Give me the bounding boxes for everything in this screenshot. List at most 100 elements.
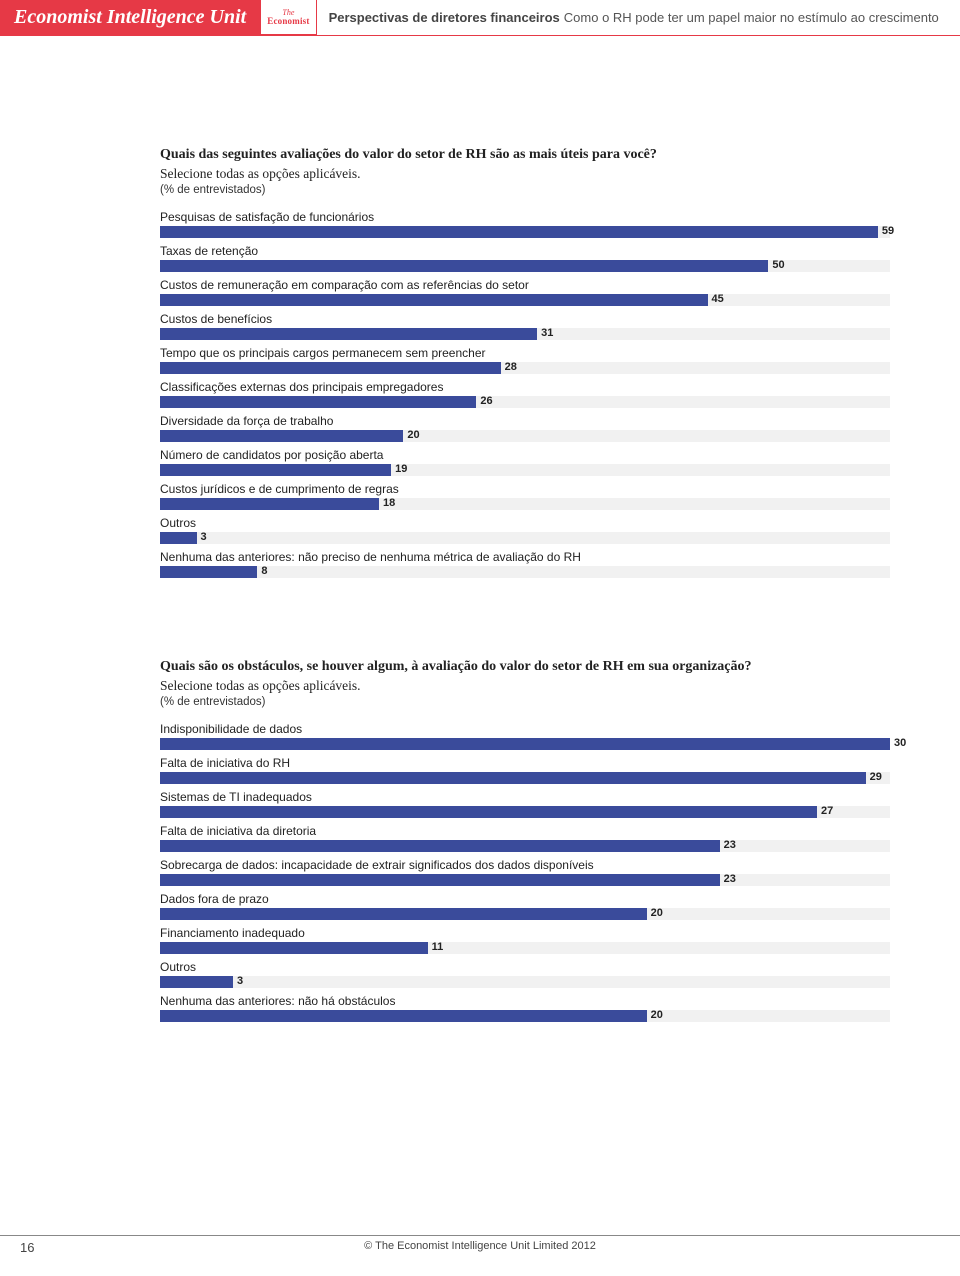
bar-track: 26 — [160, 396, 890, 408]
bar-value: 23 — [724, 839, 736, 851]
footer-copyright: © The Economist Intelligence Unit Limite… — [0, 1240, 960, 1252]
bar-fill — [160, 806, 817, 818]
bar-label: Sobrecarga de dados: incapacidade de ext… — [160, 858, 890, 872]
bar-track: 20 — [160, 430, 890, 442]
bar-row: Classificações externas dos principais e… — [160, 380, 890, 408]
chart-2-title: Quais são os obstáculos, se houver algum… — [160, 658, 890, 676]
bar-row: Falta de iniciativa do RH29 — [160, 756, 890, 784]
bar-value: 3 — [237, 975, 243, 987]
bar-label: Classificações externas dos principais e… — [160, 380, 890, 394]
bar-fill — [160, 908, 647, 920]
bar-track: 8 — [160, 566, 890, 578]
bar-row: Nenhuma das anteriores: não há obstáculo… — [160, 994, 890, 1022]
bar-row: Indisponibilidade de dados 30 — [160, 722, 890, 750]
bar-label: Falta de iniciativa do RH — [160, 756, 890, 770]
bar-fill — [160, 772, 866, 784]
bar-track: 23 — [160, 874, 890, 886]
bar-track: 3 — [160, 976, 890, 988]
bar-value: 26 — [480, 395, 492, 407]
bar-track: 11 — [160, 942, 890, 954]
eiu-brand: Economist Intelligence Unit — [0, 0, 260, 35]
bar-value: 50 — [772, 259, 784, 271]
bar-track: 27 — [160, 806, 890, 818]
bar-label: Custos de benefícios — [160, 312, 890, 326]
page-header: Economist Intelligence Unit The Economis… — [0, 0, 960, 36]
bar-label: Outros — [160, 960, 890, 974]
chart-2: Quais são os obstáculos, se houver algum… — [160, 658, 890, 1022]
bar-row: Financiamento inadequado11 — [160, 926, 890, 954]
bar-track: 30 — [160, 738, 890, 750]
bar-track: 23 — [160, 840, 890, 852]
page-number: 16 — [20, 1240, 34, 1255]
bar-track: 31 — [160, 328, 890, 340]
bar-value: 27 — [821, 805, 833, 817]
bar-value: 29 — [870, 771, 882, 783]
bar-label: Outros — [160, 516, 890, 530]
bar-value: 30 — [894, 737, 906, 749]
bar-label: Financiamento inadequado — [160, 926, 890, 940]
bar-track: 19 — [160, 464, 890, 476]
header-title-rest: Como o RH pode ter um papel maior no est… — [564, 10, 939, 25]
bar-row: Falta de iniciativa da diretoria23 — [160, 824, 890, 852]
bar-fill — [160, 464, 391, 476]
bar-fill — [160, 328, 537, 340]
chart-2-subtitle: Selecione todas as opções aplicáveis. — [160, 678, 890, 694]
bar-row: Sobrecarga de dados: incapacidade de ext… — [160, 858, 890, 886]
bar-label: Pesquisas de satisfação de funcionários — [160, 210, 890, 224]
bar-label: Nenhuma das anteriores: não preciso de n… — [160, 550, 890, 564]
bar-value: 20 — [651, 1009, 663, 1021]
bar-track: 3 — [160, 532, 890, 544]
bar-fill — [160, 430, 403, 442]
bar-value: 19 — [395, 463, 407, 475]
bar-row: Outros 3 — [160, 516, 890, 544]
page-footer: 16 © The Economist Intelligence Unit Lim… — [0, 1235, 960, 1252]
bar-track: 59 — [160, 226, 890, 238]
chart-1-bars: Pesquisas de satisfação de funcionários 5… — [160, 210, 890, 578]
bar-row: Nenhuma das anteriores: não preciso de n… — [160, 550, 890, 578]
bar-label: Diversidade da força de trabalho — [160, 414, 890, 428]
chart-2-bars: Indisponibilidade de dados 30 Falta de ini… — [160, 722, 890, 1022]
chart-1: Quais das seguintes avaliações do valor … — [160, 146, 890, 578]
bar-fill — [160, 1010, 647, 1022]
bar-label: Taxas de retenção — [160, 244, 890, 258]
bar-fill — [160, 362, 501, 374]
bar-fill — [160, 738, 890, 750]
bar-row: Custos jurídicos e de cumprimento de reg… — [160, 482, 890, 510]
bar-row: Sistemas de TI inadequados27 — [160, 790, 890, 818]
chart-2-note: (% de entrevistados) — [160, 696, 890, 708]
bar-fill — [160, 396, 476, 408]
bar-fill — [160, 532, 197, 544]
bar-value: 23 — [724, 873, 736, 885]
bar-fill — [160, 498, 379, 510]
bar-label: Nenhuma das anteriores: não há obstáculo… — [160, 994, 890, 1008]
bar-label: Sistemas de TI inadequados — [160, 790, 890, 804]
bar-track: 28 — [160, 362, 890, 374]
bar-value: 20 — [407, 429, 419, 441]
bar-value: 11 — [432, 941, 444, 953]
economist-logo: The Economist — [260, 0, 316, 35]
bar-fill — [160, 942, 428, 954]
bar-track: 50 — [160, 260, 890, 272]
bar-fill — [160, 294, 708, 306]
bar-value: 45 — [712, 293, 724, 305]
bar-fill — [160, 976, 233, 988]
bar-value: 31 — [541, 327, 553, 339]
bar-label: Dados fora de prazo — [160, 892, 890, 906]
bar-row: Número de candidatos por posição aberta1… — [160, 448, 890, 476]
bar-fill — [160, 874, 720, 886]
logo-economist: Economist — [267, 17, 309, 26]
bar-track: 45 — [160, 294, 890, 306]
bar-track: 20 — [160, 1010, 890, 1022]
header-title-bold: Perspectivas de diretores financeiros — [329, 10, 560, 25]
bar-label: Falta de iniciativa da diretoria — [160, 824, 890, 838]
bar-label: Indisponibilidade de dados — [160, 722, 890, 736]
bar-row: Outros3 — [160, 960, 890, 988]
bar-track: 18 — [160, 498, 890, 510]
bar-value: 8 — [261, 565, 267, 577]
bar-label: Custos jurídicos e de cumprimento de reg… — [160, 482, 890, 496]
chart-1-subtitle: Selecione todas as opções aplicáveis. — [160, 166, 890, 182]
bar-row: Dados fora de prazo20 — [160, 892, 890, 920]
bar-row: Taxas de retenção50 — [160, 244, 890, 272]
bar-value: 18 — [383, 497, 395, 509]
bar-fill — [160, 840, 720, 852]
